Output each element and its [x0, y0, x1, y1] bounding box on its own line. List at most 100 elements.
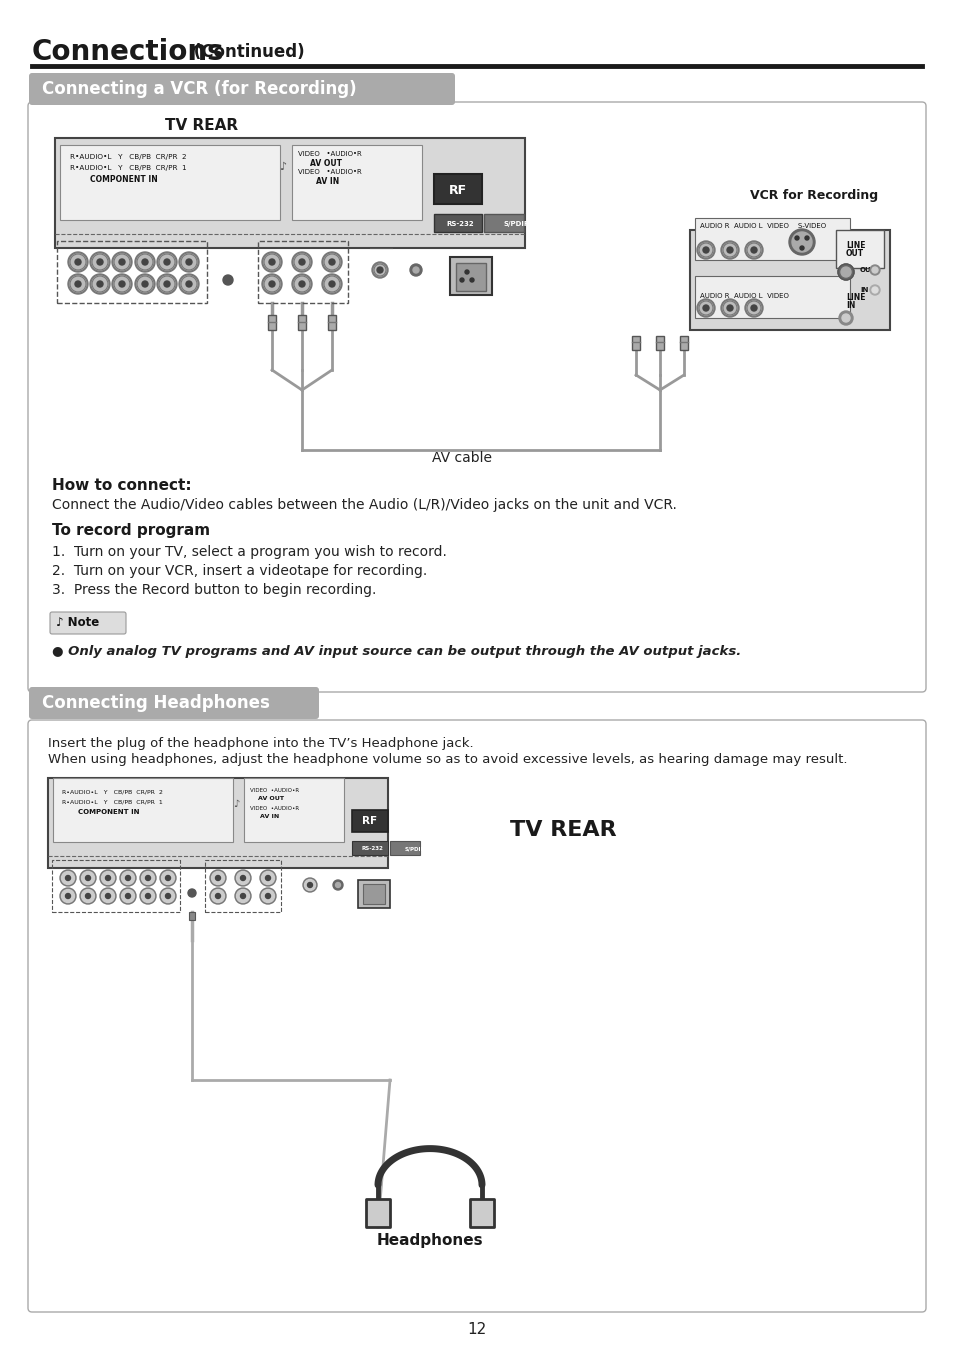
Circle shape — [294, 254, 310, 270]
Circle shape — [121, 872, 134, 884]
Circle shape — [66, 876, 71, 880]
Circle shape — [307, 883, 313, 887]
Circle shape — [68, 252, 88, 271]
Text: OUT: OUT — [845, 250, 863, 258]
Bar — [363, 884, 385, 904]
Circle shape — [186, 281, 192, 288]
Circle shape — [260, 888, 275, 905]
Circle shape — [234, 869, 251, 886]
Text: AV IN: AV IN — [315, 177, 339, 185]
Circle shape — [120, 869, 136, 886]
Circle shape — [161, 872, 174, 884]
Circle shape — [215, 876, 220, 880]
Circle shape — [410, 265, 421, 275]
Circle shape — [329, 281, 335, 288]
Bar — [434, 215, 481, 232]
Bar — [328, 315, 335, 329]
Circle shape — [179, 252, 199, 271]
Circle shape — [292, 274, 312, 294]
Bar — [456, 263, 485, 292]
Circle shape — [68, 274, 88, 294]
Text: 12: 12 — [467, 1323, 486, 1338]
Circle shape — [120, 888, 136, 905]
Circle shape — [141, 890, 154, 903]
Circle shape — [164, 281, 170, 288]
Circle shape — [746, 243, 760, 256]
Text: AV cable: AV cable — [432, 451, 492, 464]
FancyBboxPatch shape — [28, 720, 925, 1312]
Circle shape — [210, 888, 226, 905]
Circle shape — [335, 883, 340, 887]
Bar — [656, 336, 663, 350]
Text: RS-232: RS-232 — [361, 846, 383, 852]
Circle shape — [157, 274, 177, 294]
Circle shape — [869, 285, 879, 296]
Text: IN: IN — [859, 288, 867, 293]
Circle shape — [322, 274, 341, 294]
Circle shape — [413, 267, 418, 273]
Circle shape — [262, 274, 282, 294]
Circle shape — [141, 872, 154, 884]
Circle shape — [186, 259, 192, 265]
Circle shape — [292, 252, 312, 271]
Text: Connect the Audio/Video cables between the Audio (L/R)/Video jacks on the unit a: Connect the Audio/Video cables between t… — [52, 498, 677, 512]
Circle shape — [140, 888, 156, 905]
Circle shape — [60, 888, 76, 905]
Bar — [292, 144, 421, 220]
Circle shape — [137, 254, 152, 270]
Circle shape — [750, 305, 757, 310]
Circle shape — [135, 252, 154, 271]
Circle shape — [159, 254, 174, 270]
Circle shape — [165, 894, 171, 899]
Circle shape — [97, 281, 103, 288]
Bar — [53, 778, 233, 842]
Circle shape — [794, 236, 799, 240]
Circle shape — [791, 232, 811, 252]
Bar — [268, 315, 275, 329]
Circle shape — [126, 876, 131, 880]
Circle shape — [800, 246, 803, 250]
Bar — [57, 242, 207, 302]
Circle shape — [702, 247, 708, 252]
Circle shape — [303, 878, 316, 892]
Circle shape — [240, 894, 245, 899]
Circle shape — [261, 872, 274, 884]
Text: S/PDIF: S/PDIF — [503, 221, 529, 227]
Circle shape — [322, 252, 341, 271]
Text: LINE: LINE — [845, 240, 864, 250]
Text: 1.  Turn on your TV, select a program you wish to record.: 1. Turn on your TV, select a program you… — [52, 545, 446, 559]
Bar — [470, 1199, 494, 1227]
Circle shape — [142, 259, 148, 265]
Bar — [434, 174, 481, 204]
Circle shape — [269, 259, 274, 265]
Circle shape — [146, 894, 151, 899]
FancyBboxPatch shape — [29, 73, 455, 105]
Bar — [48, 778, 388, 868]
Circle shape — [722, 243, 737, 256]
Text: COMPONENT IN: COMPONENT IN — [78, 809, 139, 815]
Circle shape — [261, 890, 274, 903]
Circle shape — [112, 274, 132, 294]
Text: VIDEO   •AUDIO•R: VIDEO •AUDIO•R — [297, 151, 361, 157]
Circle shape — [86, 894, 91, 899]
Circle shape — [91, 275, 108, 292]
Text: Insert the plug of the headphone into the TV’s Headphone jack.: Insert the plug of the headphone into th… — [48, 737, 473, 751]
Text: IN: IN — [845, 301, 855, 310]
Bar — [257, 242, 348, 302]
Text: 3.  Press the Record button to begin recording.: 3. Press the Record button to begin reco… — [52, 583, 376, 597]
Circle shape — [869, 265, 879, 275]
Circle shape — [324, 275, 339, 292]
Circle shape — [269, 281, 274, 288]
Text: Connections: Connections — [32, 38, 224, 66]
Bar — [189, 913, 194, 919]
Text: (Continued): (Continued) — [188, 43, 304, 61]
Circle shape — [294, 275, 310, 292]
Text: ♪: ♪ — [233, 799, 239, 809]
Bar — [835, 230, 883, 269]
Circle shape — [100, 869, 116, 886]
Circle shape — [121, 890, 134, 903]
Circle shape — [329, 259, 335, 265]
Circle shape — [106, 894, 111, 899]
Circle shape — [91, 254, 108, 270]
Text: RF: RF — [362, 815, 377, 826]
